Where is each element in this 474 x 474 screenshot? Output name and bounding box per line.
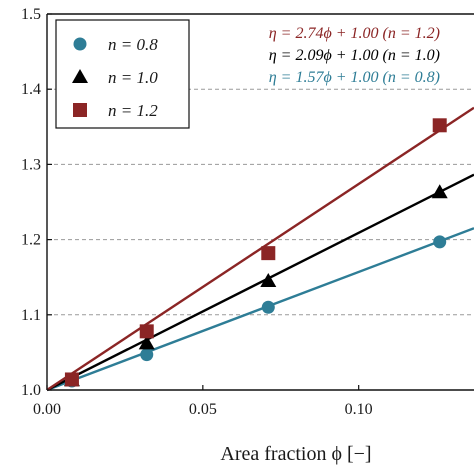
y-tick-label: 1.1 [21, 307, 41, 324]
legend: n = 0.8 n = 1.0 n = 1.2 [55, 19, 190, 129]
x-axis-label: Area fraction ϕ [−] [220, 443, 371, 465]
data-markers [63, 118, 448, 388]
data-point [432, 118, 447, 133]
legend-label: n = 1.0 [108, 68, 158, 87]
fit-equation-label: η = 1.57ϕ + 1.00 (n = 0.8) [269, 69, 440, 86]
legend-label: n = 0.8 [108, 35, 158, 54]
data-point [139, 324, 154, 339]
data-point [261, 246, 276, 261]
fit-lines [46, 106, 474, 392]
y-tick-label: 1.3 [21, 156, 41, 173]
x-tick-label: 0.00 [33, 401, 61, 418]
legend-marker [72, 69, 88, 83]
data-point [64, 372, 79, 387]
data-point [138, 335, 155, 350]
tick-labels: 1.0 1.1 1.2 1.3 1.4 1.5 0.00 0.05 0.10 [21, 6, 373, 418]
x-tick-label: 0.10 [345, 401, 373, 418]
y-tick-label: 1.0 [21, 382, 41, 399]
y-tick-label: 1.2 [21, 232, 41, 249]
fit-line [46, 227, 474, 392]
data-point [431, 184, 448, 199]
y-tick-label: 1.5 [21, 6, 41, 23]
axes [46, 13, 474, 391]
data-point [261, 300, 275, 314]
fit-equations: η = 2.74ϕ + 1.00 (n = 1.2) η = 2.09ϕ + 1.… [269, 25, 440, 86]
fit-line [46, 173, 474, 392]
legend-label: n = 1.2 [108, 101, 158, 120]
x-tick-label: 0.05 [189, 401, 217, 418]
y-tick-label: 1.4 [21, 81, 41, 98]
fit-line [46, 106, 474, 392]
legend-marker [73, 103, 87, 117]
legend-marker [73, 37, 87, 51]
data-point [140, 348, 154, 362]
fit-equation-label: η = 2.74ϕ + 1.00 (n = 1.2) [269, 25, 440, 42]
fit-equation-label: η = 2.09ϕ + 1.00 (n = 1.0) [269, 47, 440, 64]
data-point [433, 235, 447, 249]
data-point [260, 272, 277, 287]
